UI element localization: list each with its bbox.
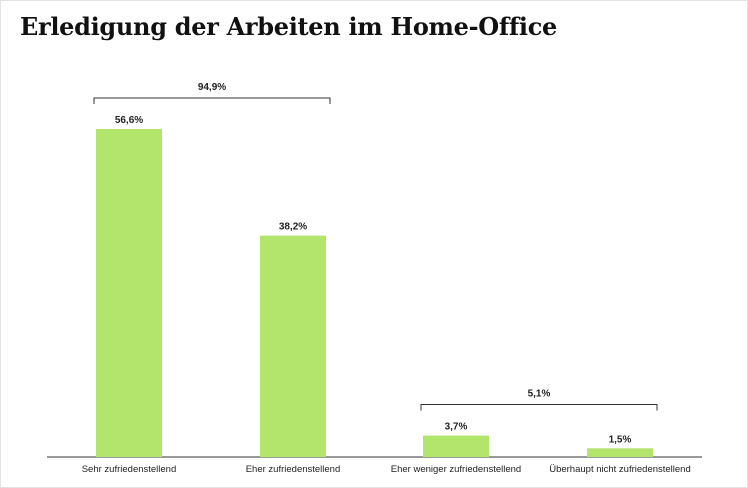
- category-label-1: Sehr zufriedenstellend: [82, 464, 177, 475]
- group-bracket-1: [93, 97, 331, 104]
- bar-3: [423, 435, 489, 457]
- category-label-4: Überhaupt nicht zufriedenstellend: [549, 464, 691, 475]
- bar-2: [260, 235, 326, 457]
- group-total-label-2: 5,1%: [528, 389, 551, 400]
- category-label-3: Eher weniger zufriedenstellend: [391, 464, 521, 475]
- chart-title: Erledigung der Arbeiten im Home-Office: [20, 12, 558, 41]
- bar-value-label-4: 1,5%: [609, 434, 632, 445]
- bar-value-label-3: 3,7%: [445, 422, 468, 433]
- bar-value-label-1: 56,6%: [115, 115, 143, 126]
- category-label-2: Eher zufriedenstellend: [246, 464, 341, 475]
- group-bracket-2: [420, 404, 658, 411]
- bar-1: [96, 129, 162, 457]
- bar-4: [587, 448, 653, 457]
- group-total-label-1: 94,9%: [198, 82, 226, 93]
- bar-value-label-2: 38,2%: [279, 222, 307, 233]
